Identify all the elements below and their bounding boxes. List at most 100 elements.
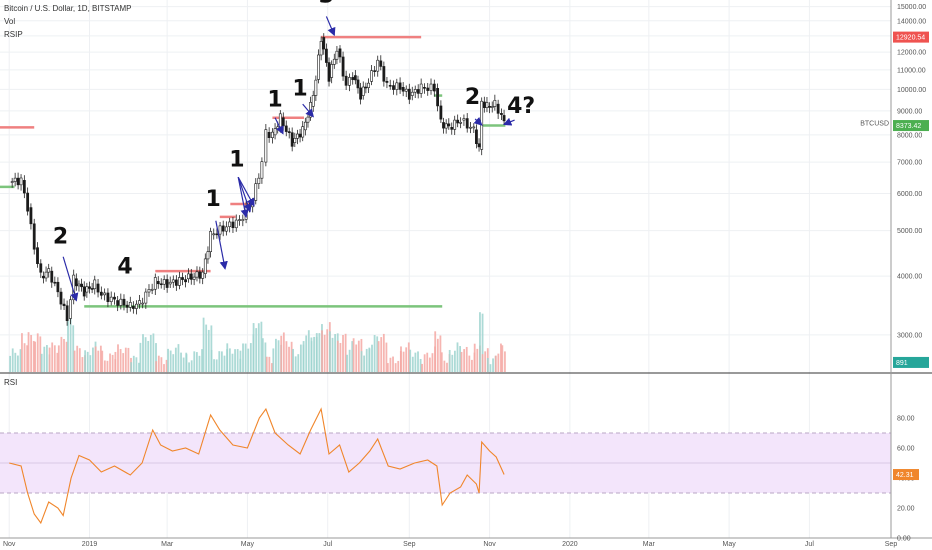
candle-body <box>260 161 264 179</box>
volume-bar <box>451 354 454 372</box>
candle-body <box>189 273 193 280</box>
candle-body <box>382 66 386 82</box>
volume-bar <box>428 357 431 372</box>
annotation-label: 1 <box>229 147 244 172</box>
candle-body <box>419 83 423 94</box>
volume-bar <box>40 353 43 372</box>
volume-bar <box>280 335 283 372</box>
candle-body <box>82 286 86 297</box>
candle-body <box>195 271 199 278</box>
candle-body <box>10 181 14 183</box>
candle-body <box>500 113 503 115</box>
candle-body <box>29 207 33 225</box>
candle-body <box>398 82 402 90</box>
candle-body <box>301 126 305 138</box>
rsi-axis-tick: 60.00 <box>897 446 915 453</box>
volume-bar <box>400 346 402 372</box>
candle-body <box>254 183 258 201</box>
volume-bar <box>117 344 119 372</box>
volume-bar <box>210 325 213 372</box>
time-axis-tick: Mar <box>161 541 174 548</box>
candle-body <box>361 86 365 96</box>
candle-body <box>319 41 323 56</box>
candle-body <box>171 279 175 283</box>
volume-bar <box>385 342 388 372</box>
volume-bar <box>382 333 385 372</box>
volume-bar <box>380 337 383 372</box>
candle-body <box>465 118 469 129</box>
candle-body <box>469 126 472 129</box>
volume-bar <box>86 351 89 372</box>
candle-body <box>287 131 291 133</box>
volume-bar <box>307 330 310 372</box>
candle-body <box>106 292 110 302</box>
candle-body <box>178 277 181 286</box>
volume-bar <box>386 363 389 372</box>
volume-bar <box>72 325 75 372</box>
candle-body <box>426 87 430 91</box>
candle-body <box>462 118 466 121</box>
volume-bar <box>109 353 111 372</box>
candle-body <box>344 75 348 86</box>
volume-bar <box>195 352 198 372</box>
volume-bar <box>255 328 258 372</box>
candle-body <box>351 77 355 80</box>
volume-bar <box>426 352 429 372</box>
volume-bar <box>201 349 203 372</box>
time-axis-tick: Nov <box>3 541 16 548</box>
candle-body <box>74 278 78 287</box>
candle-body <box>496 103 500 114</box>
volume-bar <box>377 341 380 372</box>
price-axis-tick: 15000.00 <box>897 4 926 11</box>
candle-body <box>450 127 454 130</box>
volume-bar <box>419 358 422 372</box>
rsi-axis-tick: 80.00 <box>897 416 915 423</box>
volume-bar <box>89 355 92 372</box>
volume-bar <box>119 349 122 372</box>
volume-bar <box>417 351 419 372</box>
volume-bar <box>288 346 290 372</box>
annotation-arrow <box>237 176 255 207</box>
candle-body <box>330 64 334 78</box>
volume-bar <box>492 358 494 372</box>
time-axis-tick: 2019 <box>82 541 98 548</box>
volume-bar <box>313 336 315 372</box>
annotation-label: 2 <box>465 85 480 110</box>
price-axis-tick: 11000.00 <box>897 67 926 74</box>
candle-body <box>392 85 395 90</box>
volume-bar <box>21 333 23 372</box>
candle-body <box>165 279 169 288</box>
candle-body <box>311 95 315 107</box>
volume-bar <box>264 342 267 372</box>
candle-body <box>475 129 478 145</box>
candle-body <box>267 132 271 139</box>
candle-body <box>77 283 81 287</box>
volume-bar <box>376 336 379 372</box>
volume-bar <box>471 359 473 372</box>
volume-bar <box>348 349 351 372</box>
volume-bar <box>407 342 410 372</box>
volume-bar <box>17 355 19 372</box>
volume-bar <box>261 338 264 372</box>
annotation-arrow <box>325 16 336 37</box>
candle-body <box>314 79 318 96</box>
candle-body <box>276 126 280 129</box>
volume-bar <box>69 317 72 372</box>
volume-bar <box>252 323 255 372</box>
volume-bar <box>434 331 437 372</box>
time-axis-tick: Sep <box>885 541 898 548</box>
candle-body <box>80 283 83 288</box>
volume-bar <box>234 349 236 372</box>
time-axis-tick: May <box>241 541 255 548</box>
volume-bar <box>285 341 288 372</box>
volume-bar <box>500 343 502 372</box>
candle-body <box>488 106 491 108</box>
candle-body <box>281 117 285 127</box>
candle-body <box>47 268 51 273</box>
volume-bar <box>504 351 506 372</box>
candle-body <box>459 122 463 124</box>
volume-bar <box>147 340 150 372</box>
candle-body <box>156 281 160 285</box>
candle-body <box>376 59 380 72</box>
